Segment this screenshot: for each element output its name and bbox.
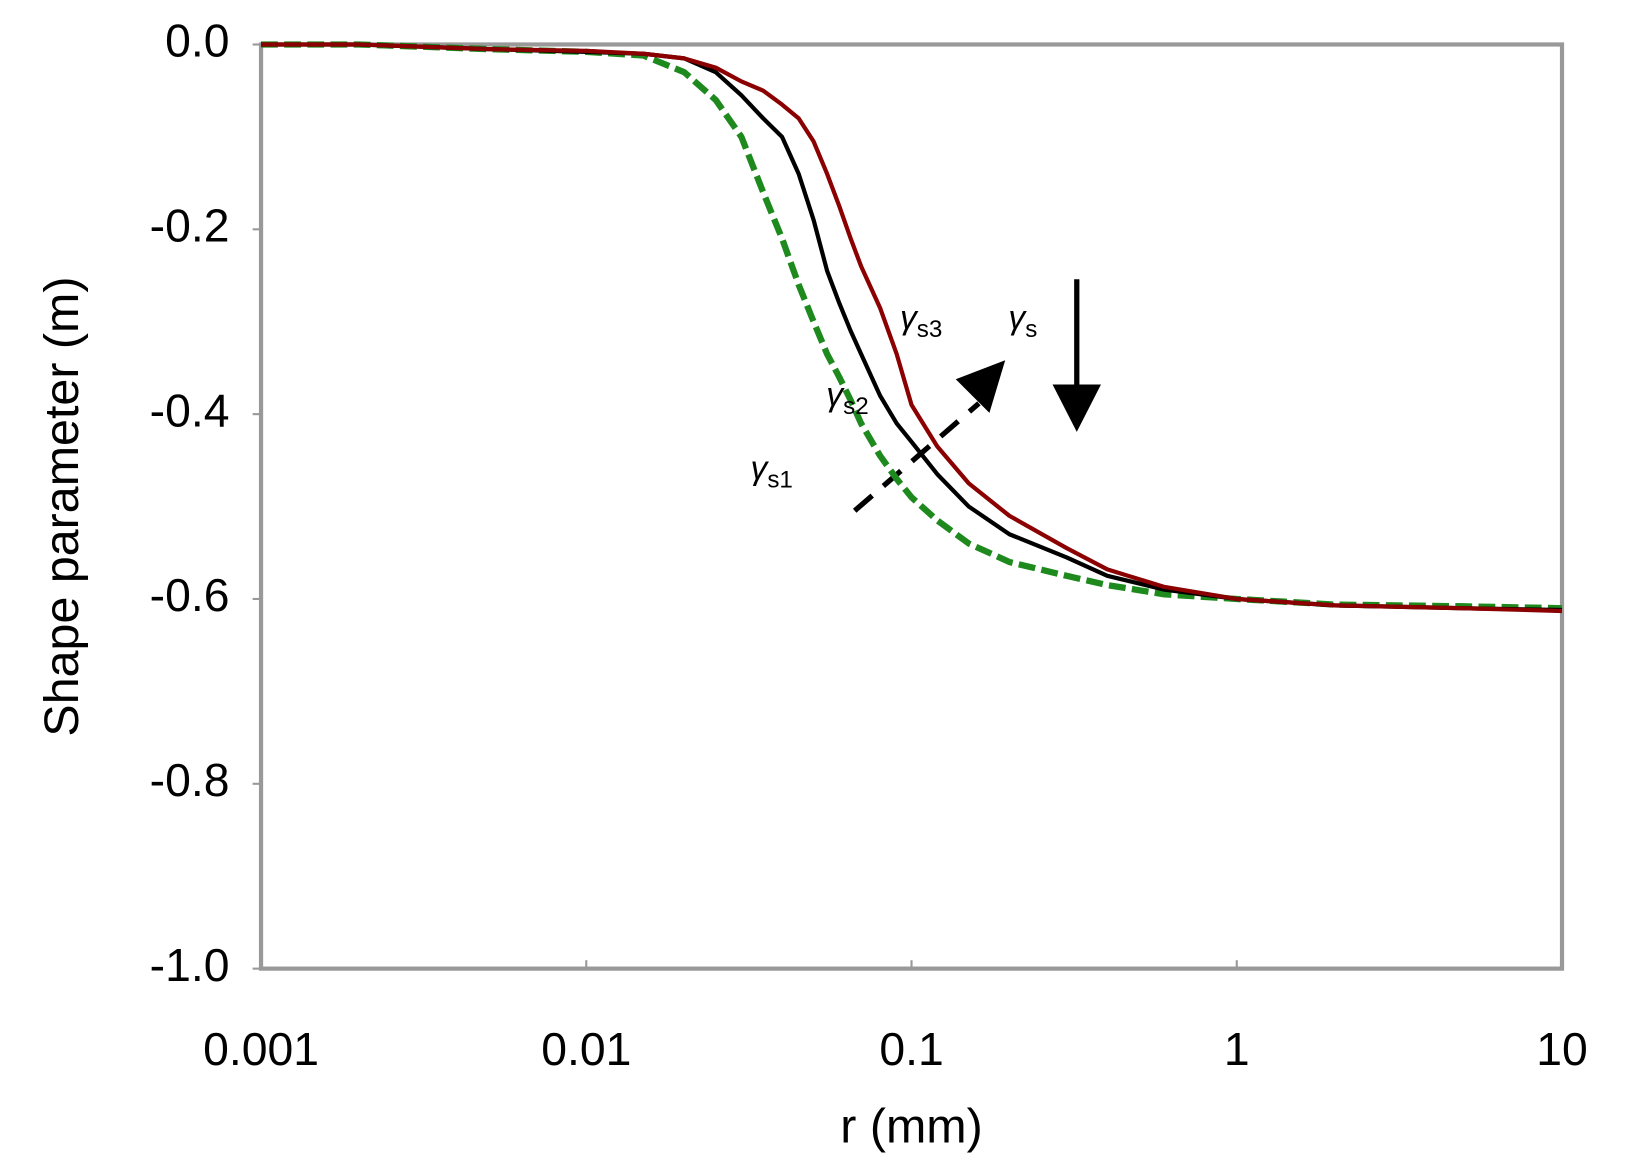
series-line bbox=[261, 42, 1563, 614]
annotation: γs2 bbox=[826, 377, 868, 420]
annotation-symbol: γ bbox=[1008, 300, 1027, 337]
annotation-symbol: γ bbox=[900, 300, 919, 337]
annotation-subscript: s bbox=[1025, 316, 1037, 343]
annotation-symbol: γ bbox=[750, 450, 769, 487]
y-tick-label: 0.0 bbox=[165, 15, 229, 67]
y-tick-label: -0.4 bbox=[150, 384, 230, 436]
trend-arrowhead bbox=[955, 360, 1006, 413]
x-tick-label: 1 bbox=[1224, 1023, 1250, 1075]
annotation-subscript: s3 bbox=[917, 316, 943, 343]
trend-line bbox=[852, 401, 981, 513]
x-tick-label: 0.001 bbox=[203, 1023, 319, 1075]
annotation-subscript: s2 bbox=[843, 393, 869, 420]
series-line bbox=[261, 41, 1563, 612]
y-tick-label: -0.2 bbox=[150, 200, 230, 252]
x-tick-label: 0.01 bbox=[541, 1023, 631, 1075]
x-axis-label: r (mm) bbox=[840, 1099, 982, 1153]
annotation-symbol: γ bbox=[826, 377, 845, 414]
y-tick-label: -0.6 bbox=[150, 569, 230, 621]
x-tick-label: 10 bbox=[1536, 1023, 1587, 1075]
annotation: γs bbox=[1008, 300, 1037, 343]
x-tick-label: 0.1 bbox=[879, 1023, 943, 1075]
annotation: γs1 bbox=[750, 450, 792, 493]
y-tick-label: -1.0 bbox=[150, 939, 230, 991]
down-arrow-head bbox=[1052, 384, 1101, 432]
y-tick-label: -0.8 bbox=[150, 754, 230, 806]
annotation: γs3 bbox=[900, 300, 942, 343]
y-axis-label: Shape parameter (m) bbox=[35, 277, 89, 737]
annotation-subscript: s1 bbox=[767, 467, 793, 494]
plot-frame bbox=[258, 42, 1565, 971]
